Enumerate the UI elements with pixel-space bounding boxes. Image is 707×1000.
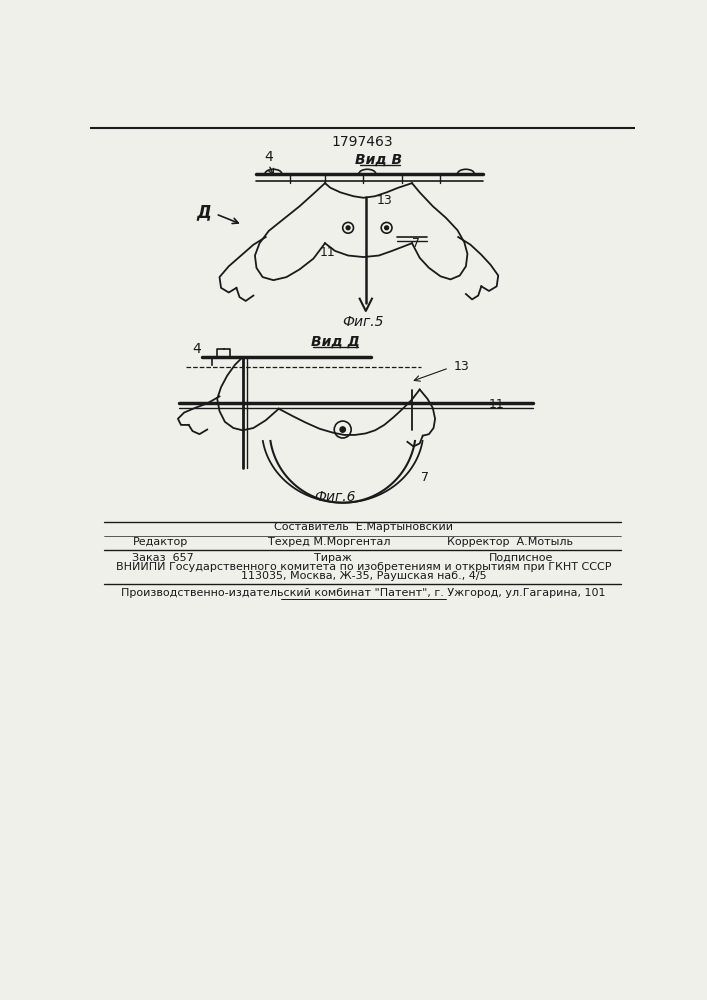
Text: 11: 11 (320, 246, 335, 259)
Text: Подписное: Подписное (489, 553, 554, 563)
Text: Редактор: Редактор (132, 537, 188, 547)
Circle shape (385, 226, 389, 230)
Text: 113035, Москва, Ж-35, Раушская наб., 4/5: 113035, Москва, Ж-35, Раушская наб., 4/5 (240, 571, 486, 581)
Text: Вид Д: Вид Д (310, 335, 359, 349)
Text: Тираж: Тираж (314, 553, 351, 563)
Text: Фиг.5: Фиг.5 (343, 315, 384, 329)
Text: 7: 7 (421, 471, 429, 484)
Text: Составитель  Е.Мартыновский: Составитель Е.Мартыновский (274, 522, 453, 532)
Text: 4: 4 (264, 150, 273, 164)
Text: 11: 11 (489, 398, 505, 411)
Text: Заказ  657: Заказ 657 (132, 553, 194, 563)
Text: ВНИИПИ Государственного комитета по изобретениям и открытиям при ГКНТ СССР: ВНИИПИ Государственного комитета по изоб… (116, 562, 612, 572)
Text: 7: 7 (412, 237, 420, 250)
Text: Фиг.6: Фиг.6 (314, 490, 356, 504)
Text: 13: 13 (377, 194, 392, 207)
Text: Д: Д (197, 203, 211, 221)
Text: 4: 4 (192, 342, 201, 356)
Circle shape (346, 226, 350, 230)
Text: 13: 13 (454, 360, 469, 373)
Text: Вид В: Вид В (356, 153, 402, 167)
Text: Корректор  А.Мотыль: Корректор А.Мотыль (447, 537, 573, 547)
Text: Производственно-издательский комбинат "Патент", г. Ужгород, ул.Гагарина, 101: Производственно-издательский комбинат "П… (121, 588, 606, 598)
Text: Техред М.Моргентал: Техред М.Моргентал (267, 537, 390, 547)
Text: 1797463: 1797463 (331, 135, 393, 149)
Circle shape (340, 427, 346, 432)
